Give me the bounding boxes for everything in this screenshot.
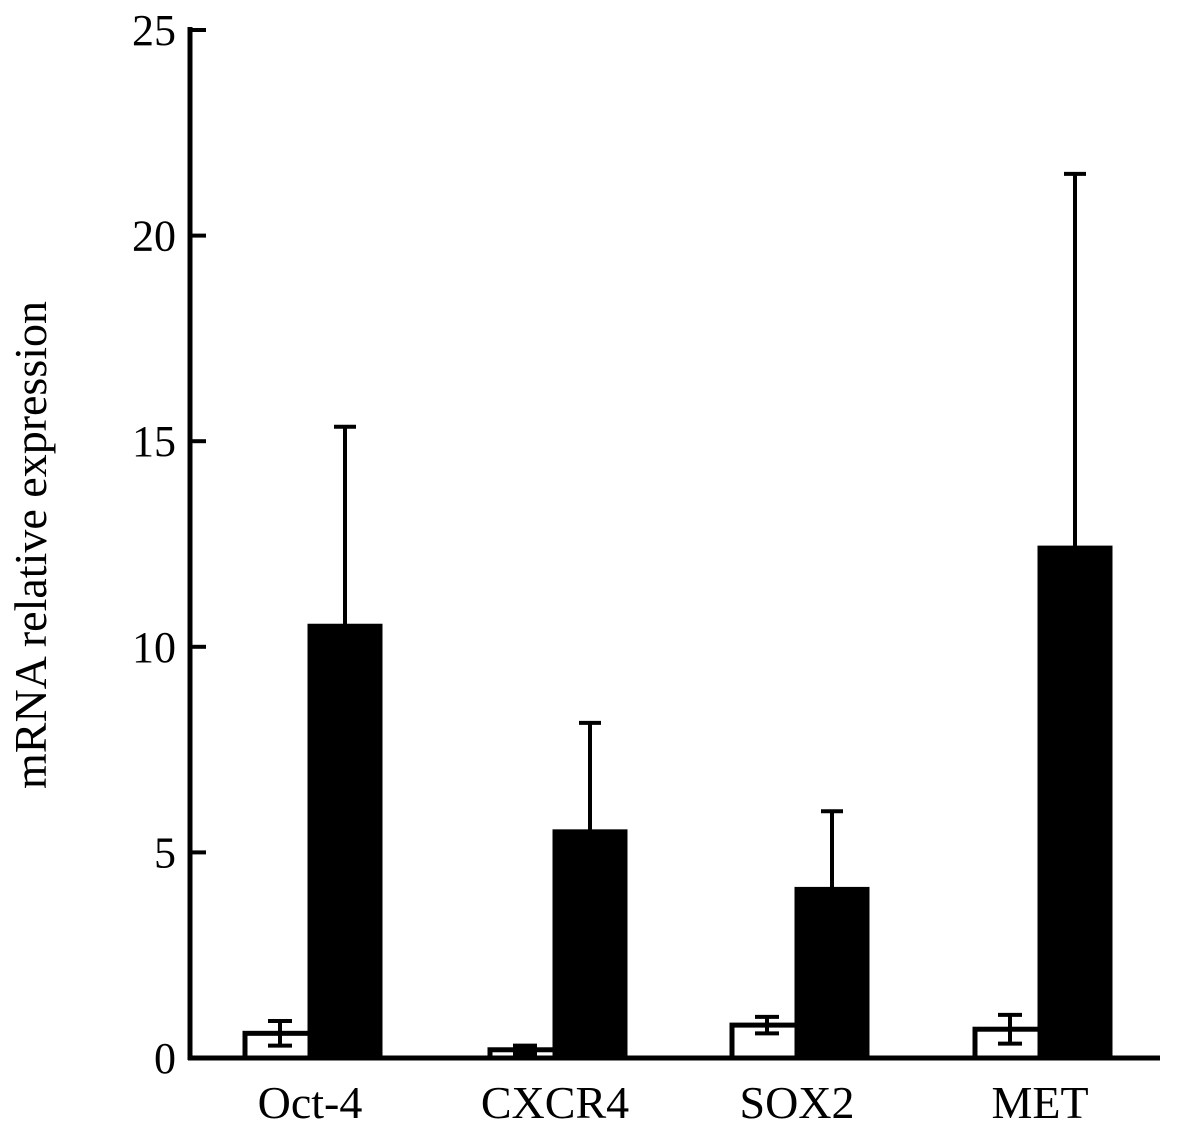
x-category-label: CXCR4: [481, 1077, 629, 1122]
bar-cxcr4-series-2: [552, 829, 628, 1061]
y-tick-label: 10: [132, 623, 176, 672]
y-tick-label: 15: [132, 417, 176, 466]
x-category-labels: Oct-4 CXCR4 SOX2 MET: [258, 1077, 1089, 1122]
bar-sox2-series-2: [794, 886, 870, 1061]
y-tick-label: 20: [132, 212, 176, 261]
x-category-label: Oct-4: [258, 1077, 363, 1122]
y-tick-label: 0: [154, 1034, 176, 1083]
error-bars-layer: [268, 171, 1086, 1056]
x-category-label: MET: [991, 1077, 1088, 1122]
y-axis-title: mRNA relative expression: [5, 301, 56, 789]
bar-met-series-2: [1037, 545, 1113, 1061]
y-tick-label: 25: [132, 6, 176, 55]
bars-layer: [242, 545, 1113, 1061]
x-category-label: SOX2: [739, 1077, 854, 1122]
bar-oct-4-series-2: [307, 623, 383, 1061]
y-tick-label: 5: [154, 828, 176, 877]
y-ticks: 0 5 10 15 20 25: [132, 6, 206, 1083]
